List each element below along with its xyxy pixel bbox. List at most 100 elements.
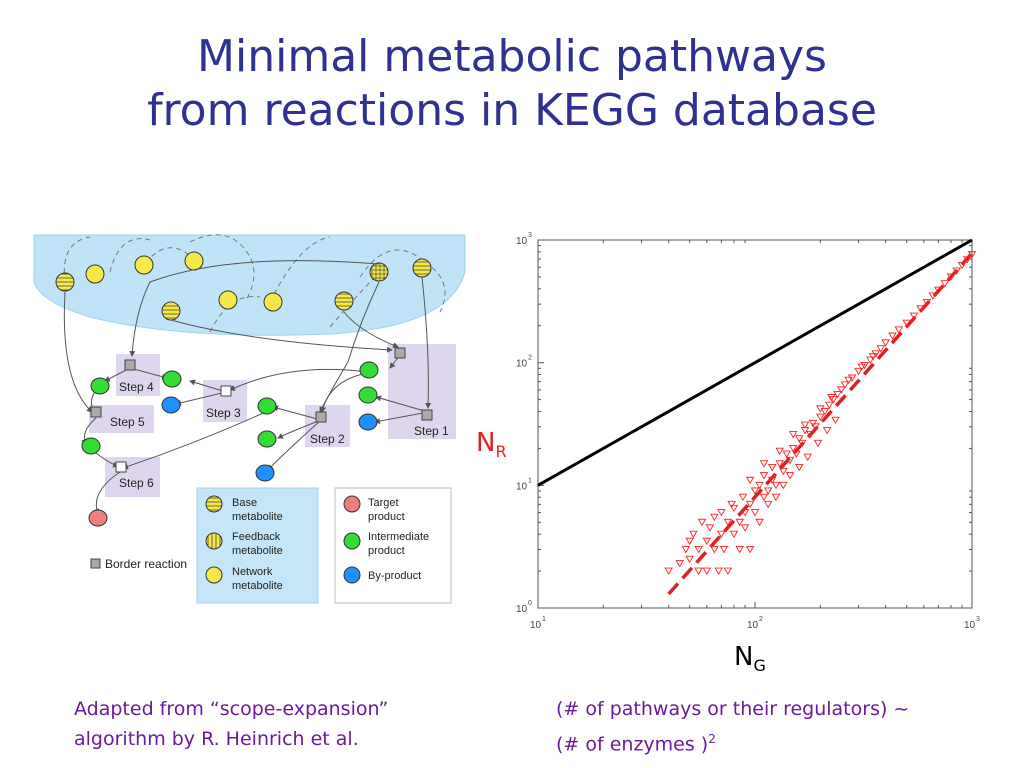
legend-intermediate-2: product: [368, 545, 405, 557]
intermediate-product: [90, 377, 110, 395]
data-point: [909, 312, 919, 320]
data-point: [860, 361, 869, 370]
data-point: [813, 439, 823, 448]
reference-line: [537, 238, 973, 487]
data-point: [723, 567, 733, 575]
by-product: [255, 464, 275, 482]
legend-feedback-1: Feedback: [232, 531, 281, 543]
plot-frame: [537, 239, 973, 609]
data-point: [740, 509, 750, 517]
data-point: [957, 262, 967, 270]
step-4-label: Step 4: [119, 380, 154, 394]
data-point: [822, 427, 832, 435]
network-metabolite: [134, 255, 154, 275]
base-metabolite-icon: [205, 495, 223, 513]
data-point: [795, 435, 804, 443]
data-point: [952, 267, 961, 275]
data-point: [717, 530, 726, 539]
caption-left: Adapted from “scope-expansion” algorithm…: [74, 694, 388, 754]
legend-base-2: metabolite: [232, 511, 283, 523]
data-point: [782, 450, 791, 458]
intermediate-product: [81, 437, 101, 455]
base-metabolite: [334, 291, 354, 311]
data-point: [934, 286, 943, 295]
data-point: [702, 567, 712, 575]
data-point: [755, 518, 764, 527]
data-point: [685, 537, 694, 546]
data-point: [763, 487, 773, 495]
data-point: [735, 518, 744, 527]
x-tick-exponent: 1: [542, 616, 546, 623]
data-point: [916, 305, 925, 313]
data-point: [759, 472, 769, 480]
y-axis-label: NR: [476, 428, 507, 462]
data-point: [833, 391, 842, 399]
data-point: [719, 546, 729, 554]
data-point: [962, 256, 972, 264]
by-product-icon: [343, 566, 361, 584]
base-metabolite: [412, 258, 432, 278]
data-point: [750, 487, 760, 495]
intermediate-product-icon: [343, 532, 361, 550]
network-metabolite: [263, 292, 283, 312]
legend-base-1: Base: [232, 497, 257, 509]
by-product: [358, 413, 378, 431]
data-point: [785, 456, 795, 465]
data-point: [717, 509, 726, 517]
step-2-box: [305, 405, 350, 447]
data-point: [778, 467, 788, 476]
slide-title: Minimal metabolic pathways from reaction…: [0, 30, 1024, 138]
data-point: [689, 530, 698, 539]
data-point: [727, 500, 736, 509]
data-point: [928, 292, 938, 300]
data-point: [735, 546, 744, 554]
data-point: [767, 463, 777, 472]
intermediate-product: [257, 430, 277, 448]
data-point: [714, 567, 723, 575]
data-point: [868, 353, 878, 361]
data-point: [664, 567, 673, 575]
data-point: [702, 537, 712, 546]
data-point: [792, 450, 801, 458]
x-tick-label: 10: [530, 620, 542, 631]
border-reaction-icon: [90, 558, 101, 569]
data-point: [785, 472, 795, 480]
target-product: [88, 509, 108, 527]
data-point: [729, 530, 739, 539]
data-point: [763, 500, 773, 509]
base-metabolite: [55, 272, 75, 292]
data-point: [750, 509, 760, 517]
x-tick-exponent: 2: [759, 616, 763, 623]
data-point: [775, 447, 785, 456]
x-axis-label: NG: [734, 642, 766, 676]
data-point: [694, 567, 703, 575]
data-point: [778, 481, 788, 490]
y-tick-exponent: 2: [528, 355, 532, 362]
data-point: [827, 394, 836, 402]
border-reaction-label: Border reaction: [105, 557, 187, 571]
step-3-label: Step 3: [206, 406, 241, 420]
data-point: [844, 376, 853, 385]
data-point: [771, 481, 781, 490]
data-point: [922, 298, 932, 307]
data-point: [816, 405, 825, 413]
y-tick-label: 10: [516, 236, 528, 247]
feedback-metabolite-icon: [205, 532, 223, 550]
intermediate-product: [257, 397, 277, 415]
caption-right: (# of pathways or their regulators) ~ (#…: [556, 694, 909, 759]
intermediate-product: [359, 361, 379, 379]
data-point: [840, 381, 850, 389]
data-point: [902, 319, 911, 328]
data-point: [837, 386, 846, 394]
caption-left-line-1: Adapted from “scope-expansion”: [74, 698, 389, 720]
data-point: [723, 518, 733, 527]
network-metabolite-icon: [205, 566, 223, 584]
data-point: [681, 546, 691, 554]
legend-network-1: Network: [232, 566, 273, 578]
data-point: [816, 413, 825, 421]
data-point: [866, 356, 875, 364]
network-metabolite: [218, 290, 238, 310]
legend-feedback-2: metabolite: [232, 545, 283, 557]
step-1-box: [388, 344, 456, 439]
